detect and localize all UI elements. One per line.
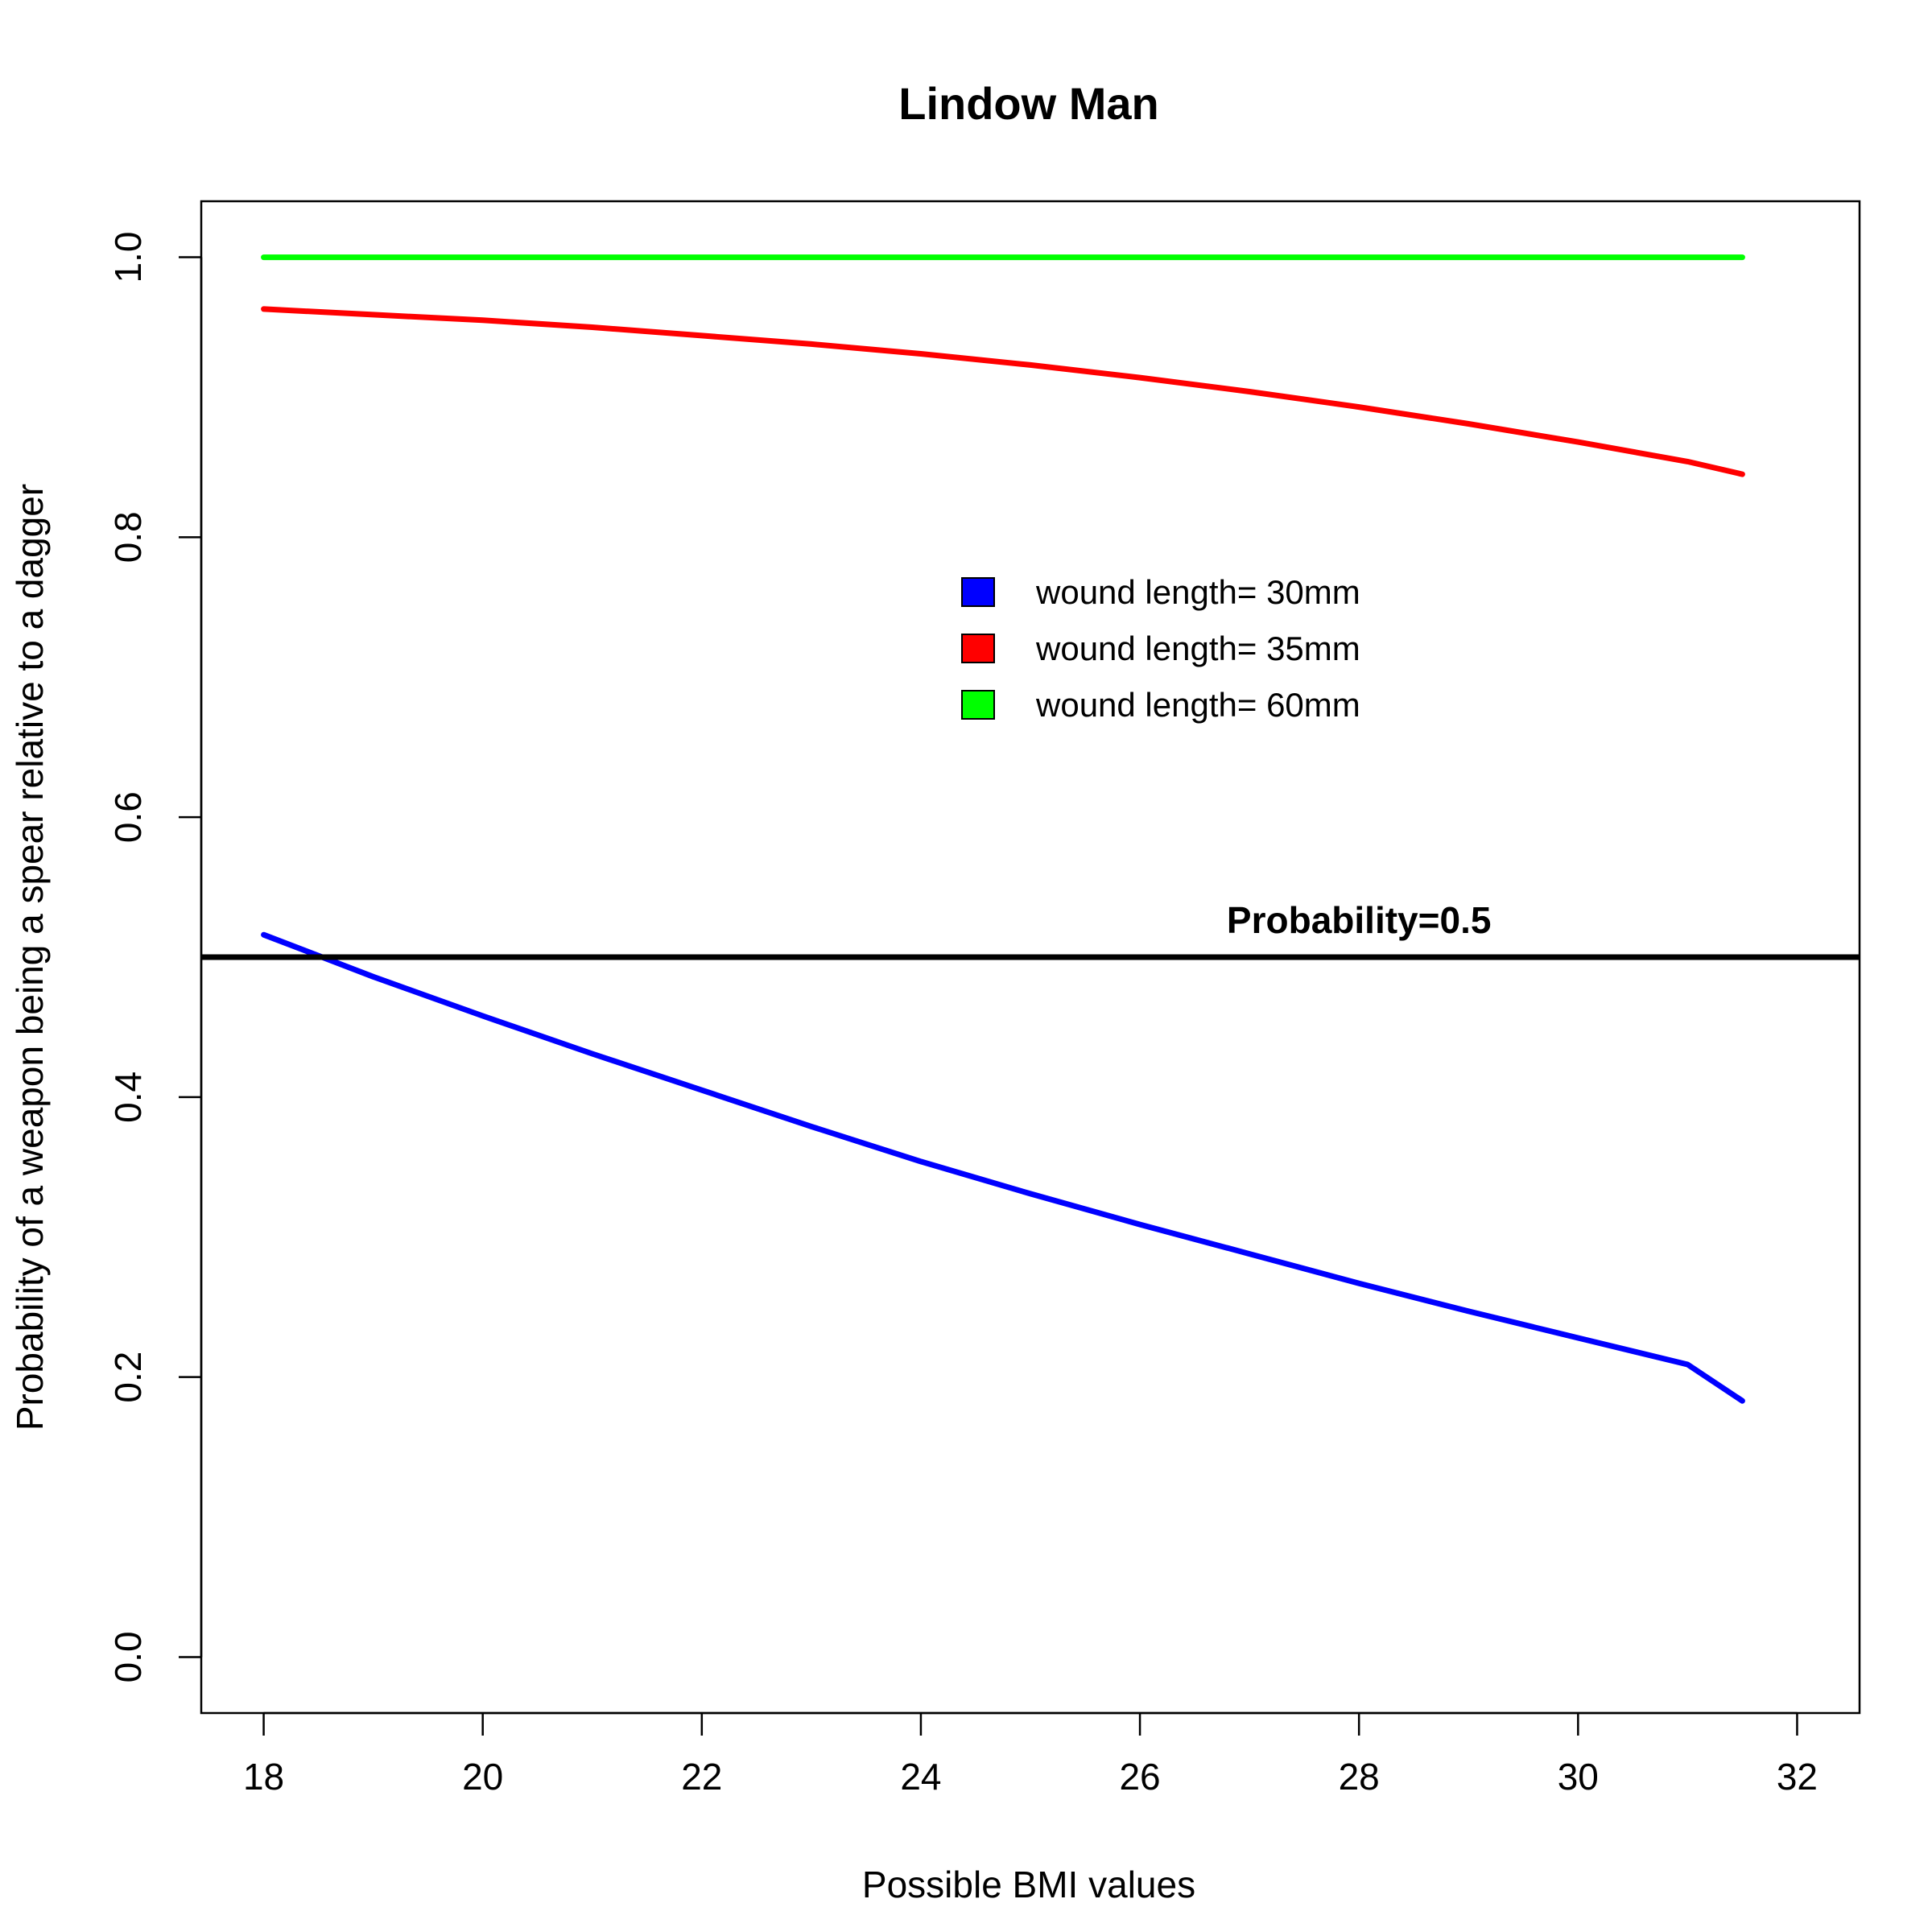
x-axis: 18 20 22 24 26 28 30 32 — [243, 1711, 1818, 1798]
series-layer — [261, 254, 1745, 1404]
chart-title: Lindow Man — [898, 78, 1159, 129]
reference-label: Probability=0.5 — [1227, 899, 1492, 941]
x-tick-label: 22 — [681, 1756, 722, 1798]
x-tick-label: 24 — [900, 1756, 941, 1798]
y-tick-label: 1.0 — [107, 232, 149, 283]
legend-swatch — [961, 577, 995, 607]
y-tick-label: 0.6 — [107, 791, 149, 843]
legend-label: wound length= 30mm — [1035, 573, 1360, 611]
y-tick-label: 0.2 — [107, 1352, 149, 1403]
legend-label: wound length= 60mm — [1035, 686, 1360, 724]
y-tick-label: 0.4 — [107, 1071, 149, 1123]
y-tick-label: 0.0 — [107, 1631, 149, 1682]
x-axis-label: Possible BMI values — [862, 1864, 1195, 1905]
x-tick-label: 20 — [462, 1756, 503, 1798]
y-axis-label: Probability of a weapon being a spear re… — [9, 484, 51, 1430]
y-axis: 0.0 0.2 0.4 0.6 0.8 1.0 — [107, 232, 203, 1682]
legend-label: wound length= 35mm — [1035, 630, 1360, 667]
legend-swatch — [961, 690, 995, 720]
x-tick-label: 28 — [1339, 1756, 1380, 1798]
x-tick-label: 26 — [1119, 1756, 1160, 1798]
legend: wound length= 30mm wound length= 35mm woun… — [961, 573, 1360, 724]
legend-swatch — [961, 634, 995, 663]
series-line — [261, 306, 1745, 477]
series-line — [261, 931, 1745, 1404]
x-tick-label: 30 — [1558, 1756, 1599, 1798]
y-tick-label: 0.8 — [107, 511, 149, 563]
x-tick-label: 32 — [1777, 1756, 1818, 1798]
x-tick-label: 18 — [243, 1756, 284, 1798]
reference-layer: Probability=0.5 — [201, 899, 1860, 960]
